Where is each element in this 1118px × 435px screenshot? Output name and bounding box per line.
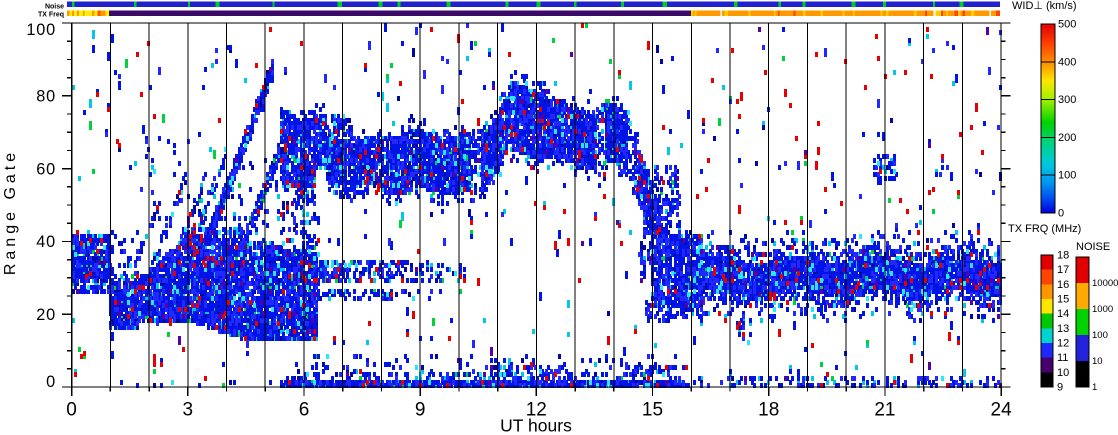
svg-text:300: 300 [1058, 94, 1076, 106]
svg-text:6: 6 [299, 400, 310, 421]
svg-text:24: 24 [991, 400, 1013, 421]
svg-text:12: 12 [1057, 338, 1069, 350]
svg-text:500: 500 [1058, 19, 1076, 31]
svg-text:1000: 1000 [1092, 304, 1113, 315]
svg-text:100: 100 [26, 21, 56, 39]
svg-text:10000: 10000 [1092, 278, 1118, 289]
svg-text:WID⊥ (km/s): WID⊥ (km/s) [1012, 0, 1077, 12]
svg-text:0: 0 [1058, 208, 1064, 220]
svg-text:3: 3 [183, 400, 194, 421]
svg-text:40: 40 [36, 233, 56, 251]
svg-text:10: 10 [1092, 356, 1103, 367]
svg-text:TX FRQ (MHz): TX FRQ (MHz) [1008, 223, 1081, 235]
svg-text:100: 100 [1058, 170, 1076, 182]
svg-text:UT hours: UT hours [500, 416, 572, 435]
svg-text:14: 14 [1057, 308, 1069, 320]
svg-text:Range Gate: Range Gate [2, 149, 19, 275]
svg-text:60: 60 [36, 160, 56, 178]
svg-text:200: 200 [1058, 132, 1076, 144]
svg-text:Noise: Noise [45, 4, 64, 11]
svg-text:21: 21 [874, 400, 895, 421]
svg-text:15: 15 [642, 400, 663, 421]
svg-text:15: 15 [1057, 294, 1069, 306]
svg-text:18: 18 [1057, 250, 1069, 262]
svg-text:10: 10 [1057, 367, 1069, 379]
svg-text:80: 80 [36, 88, 56, 106]
svg-text:12: 12 [526, 400, 547, 421]
svg-text:9: 9 [415, 400, 426, 421]
svg-text:13: 13 [1057, 323, 1069, 335]
svg-text:400: 400 [1058, 56, 1076, 68]
svg-text:17: 17 [1057, 264, 1069, 276]
svg-text:TX Freq: TX Freq [38, 12, 64, 19]
svg-text:0: 0 [46, 373, 56, 391]
svg-text:11: 11 [1057, 352, 1068, 364]
svg-text:16: 16 [1057, 279, 1069, 291]
svg-text:NOISE: NOISE [1076, 241, 1110, 253]
svg-text:20: 20 [36, 306, 56, 324]
svg-text:0: 0 [66, 400, 77, 421]
svg-text:9: 9 [1057, 382, 1063, 394]
svg-text:100: 100 [1092, 330, 1108, 341]
svg-text:1: 1 [1092, 382, 1097, 393]
svg-text:18: 18 [758, 400, 779, 421]
